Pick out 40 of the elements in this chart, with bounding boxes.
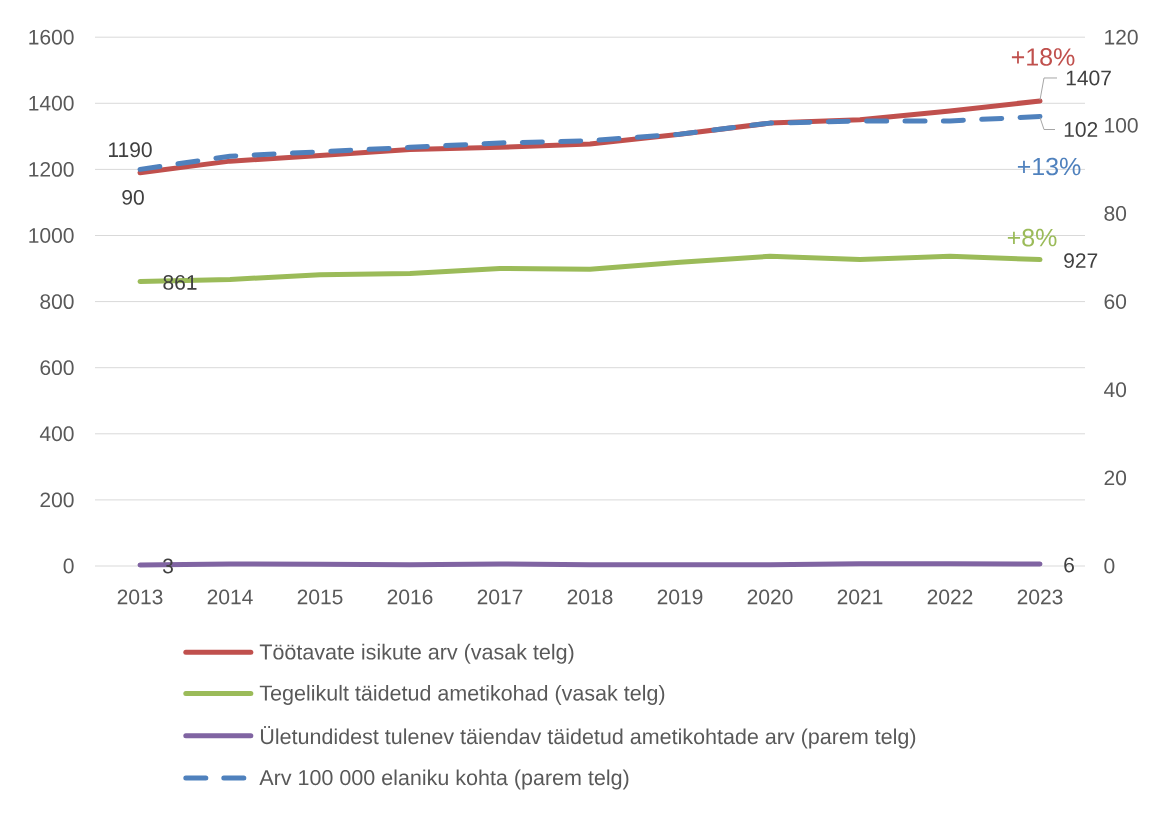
x-tick-label: 2022 xyxy=(927,589,973,605)
data-label: 927 xyxy=(1064,253,1098,269)
annotation: +18% xyxy=(1011,48,1075,66)
data-label: 6 xyxy=(1064,557,1074,573)
y2-tick-label: 40 xyxy=(1104,382,1127,398)
y-tick-label: 1200 xyxy=(29,161,74,177)
data-label: 102 xyxy=(1064,122,1098,137)
y2-tick-label: 120 xyxy=(1105,29,1138,45)
x-tick-label: 2017 xyxy=(477,589,523,605)
annotation: +8% xyxy=(1007,228,1057,247)
data-label: 90 xyxy=(122,189,144,205)
y-tick-label: 400 xyxy=(39,426,74,442)
data-label: 1407 xyxy=(1066,70,1111,86)
y-tick-label: 1000 xyxy=(29,228,74,243)
legend-label: Arv 100 000 elaniku kohta (parem telg) xyxy=(259,769,629,790)
y-tick-label: 0 xyxy=(63,558,74,574)
y2-tick-label: 100 xyxy=(1105,117,1138,133)
legend-label: Töötavate isikute arv (vasak telg) xyxy=(259,643,574,664)
x-tick-label: 2015 xyxy=(297,589,343,605)
y2-tick-label: 0 xyxy=(1104,558,1115,574)
y-tick-label: 200 xyxy=(40,492,74,508)
y-tick-label: 600 xyxy=(40,360,74,376)
y-tick-label: 800 xyxy=(40,294,74,310)
legend-label: Tegelikult täidetud ametikohad (vasak telg) xyxy=(259,684,665,705)
x-tick-label: 2023 xyxy=(1017,589,1063,605)
x-tick-label: 2021 xyxy=(837,589,883,605)
x-tick-label: 2018 xyxy=(567,589,613,605)
annotation: +13% xyxy=(1017,157,1081,176)
x-tick-label: 2013 xyxy=(117,589,163,605)
data-label: 1190 xyxy=(109,142,152,158)
x-tick-label: 2019 xyxy=(657,589,703,605)
y2-tick-label: 20 xyxy=(1104,470,1127,486)
x-tick-label: 2014 xyxy=(207,589,253,605)
y-tick-label: 1600 xyxy=(29,29,74,45)
y2-tick-label: 80 xyxy=(1104,206,1127,221)
y-tick-label: 1400 xyxy=(29,95,74,111)
x-tick-label: 2016 xyxy=(387,589,433,605)
legend-label: Ületundidest tulenev täiendav täidetud ametikohtade arv (parem telg) xyxy=(260,725,916,749)
y2-tick-label: 60 xyxy=(1104,294,1127,310)
x-tick-label: 2020 xyxy=(747,589,793,605)
